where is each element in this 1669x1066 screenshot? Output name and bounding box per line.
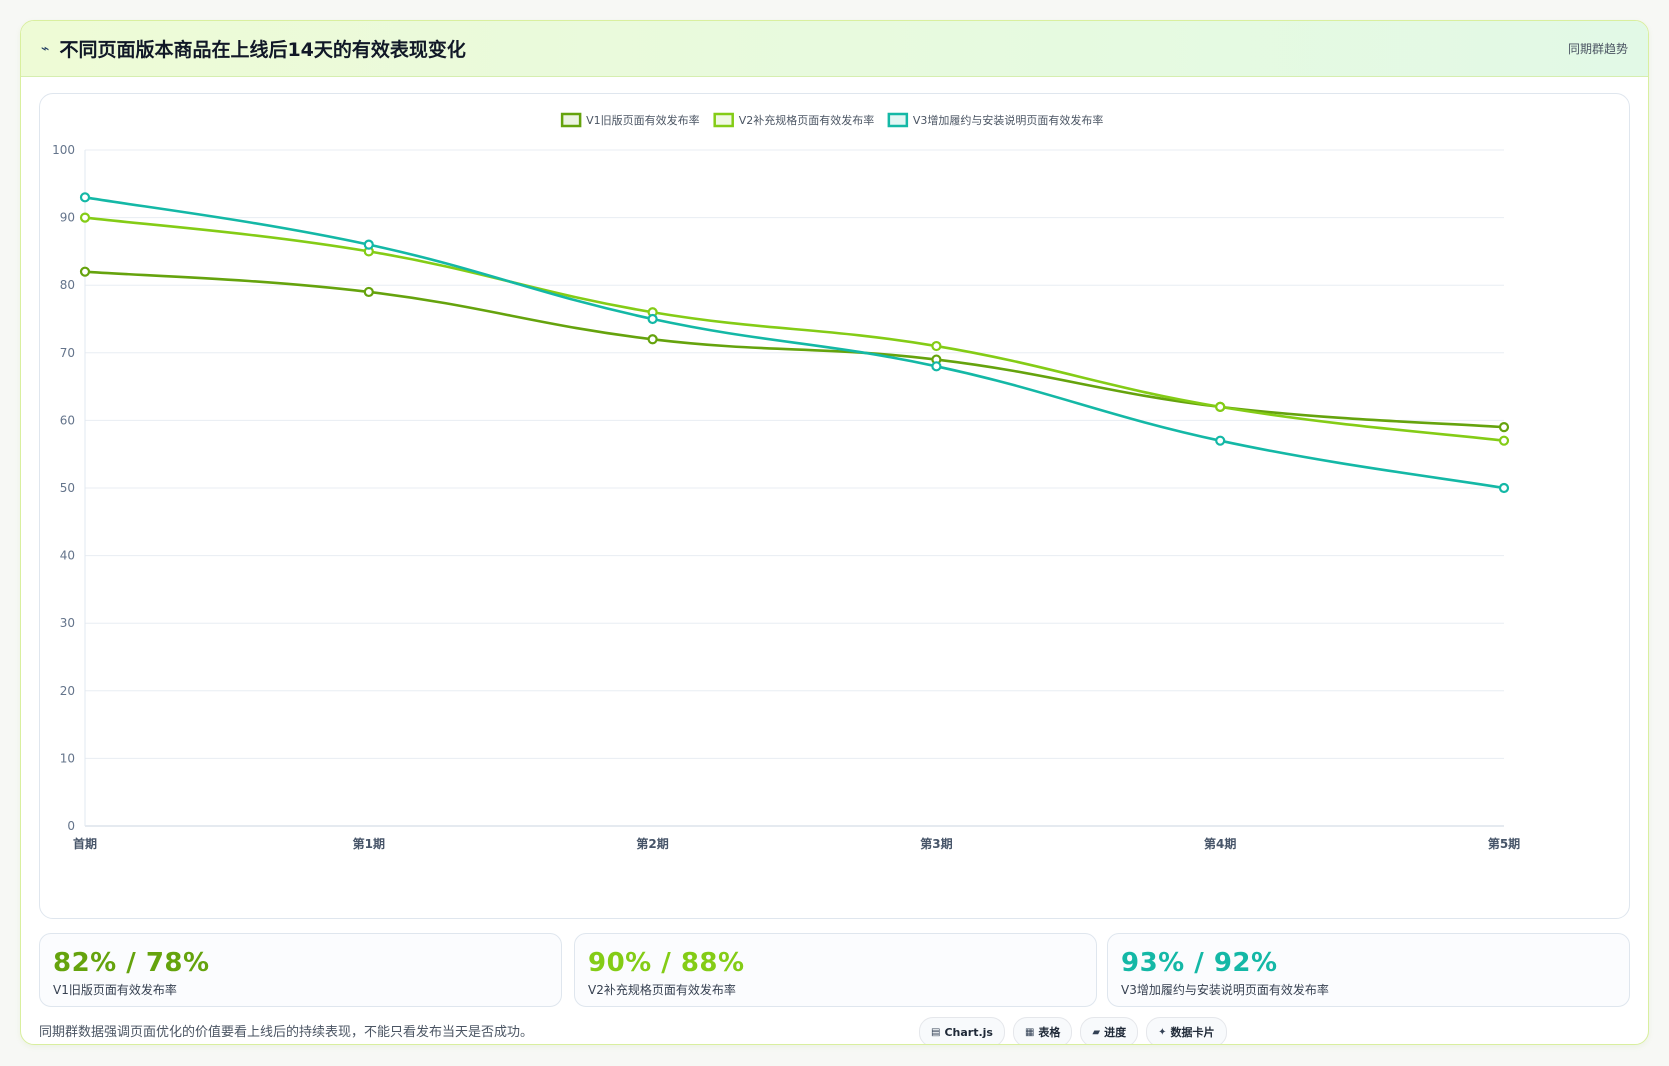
series-line-v1 <box>84 270 1505 429</box>
stat-value: 93% / 92% <box>1121 948 1278 978</box>
x-tick-label: 第1期 <box>353 836 385 851</box>
tech-tags: ▤ Chart.js ▦ 表格 ▰ 进度 ✦ 数据卡片 <box>919 1017 1227 1044</box>
legend-swatch-v1 <box>560 112 582 128</box>
chart-title: 不同页面版本商品在上线后14天的有效表现变化 <box>59 39 466 61</box>
data-point-v3 <box>931 361 942 372</box>
line-chart: 0 10 20 30 40 50 60 70 80 90 100 首期 第1期 第2期 第3期 第4期 第5期 V… <box>52 112 1520 851</box>
x-tick-label: 第2期 <box>636 836 668 851</box>
data-point-v3 <box>647 313 658 325</box>
tag-data-card[interactable]: ✦ 数据卡片 <box>1146 1017 1227 1044</box>
y-tick-label: 30 <box>60 616 75 630</box>
tag-chartjs[interactable]: ▤ Chart.js <box>919 1017 1005 1044</box>
data-point-v3 <box>1498 482 1510 494</box>
data-point-v1 <box>363 286 374 298</box>
y-tick-label: 40 <box>60 549 75 563</box>
stat-value: 82% / 78% <box>53 948 210 978</box>
stat-cards: 82% / 78% V1旧版页面有效发布率 90% / 88% V2补充规格页面… <box>39 933 1630 1007</box>
y-tick-label: 90 <box>60 211 75 225</box>
data-point-v3 <box>79 192 91 203</box>
card-header: ⌁ 不同页面版本商品在上线后14天的有效表现变化 同期群趋势 <box>21 21 1648 77</box>
tag-table[interactable]: ▦ 表格 <box>1012 1017 1073 1044</box>
data-point-v2 <box>79 212 91 223</box>
data-point-v3 <box>363 239 374 250</box>
y-tick-label: 20 <box>60 684 75 698</box>
table-icon: ▦ <box>1024 1026 1035 1038</box>
series-line-v3 <box>84 196 1505 490</box>
data-point-v1 <box>79 266 91 277</box>
y-tick-label: 70 <box>60 346 75 360</box>
stat-card-v2: 90% / 88% V2补充规格页面有效发布率 <box>574 933 1097 1007</box>
y-tick-label: 0 <box>67 819 75 833</box>
y-tick-label: 60 <box>60 413 75 427</box>
tag-progress[interactable]: ▰ 进度 <box>1080 1017 1139 1044</box>
legend-label-v1: V1旧版页面有效发布率 <box>586 113 700 127</box>
cohort-trend-badge: 同期群趋势 <box>1567 42 1628 56</box>
tag-label: 表格 <box>1038 1026 1061 1039</box>
series-line-v2 <box>84 216 1505 442</box>
x-tick-label: 第3期 <box>920 836 952 851</box>
footer-note: 同期群数据强调页面优化的价值要看上线后的持续表现，不能只看发布当天是否成功。 <box>39 1025 534 1040</box>
sparkle-icon: ✦ <box>1158 1026 1167 1038</box>
stat-label: V3增加履约与安装说明页面有效发布率 <box>1121 983 1329 997</box>
legend-label-v3: V3增加履约与安装说明页面有效发布率 <box>913 113 1104 127</box>
data-point-v1 <box>1498 422 1510 433</box>
x-tick-label: 第4期 <box>1204 836 1236 851</box>
data-point-v2 <box>1215 401 1226 412</box>
x-tick-label: 第5期 <box>1488 836 1520 851</box>
legend-swatch-v2 <box>713 112 734 128</box>
stat-label: V1旧版页面有效发布率 <box>53 983 177 997</box>
y-tick-label: 80 <box>60 278 75 292</box>
stat-label: V2补充规格页面有效发布率 <box>588 983 736 997</box>
chart-container: 0 10 20 30 40 50 60 70 80 90 100 首期 第1期 第2期 第3期 第4期 第5期 V… <box>39 93 1630 919</box>
stat-card-v3: 93% / 92% V3增加履约与安装说明页面有效发布率 <box>1107 933 1630 1007</box>
chart-icon: ▤ <box>931 1026 941 1038</box>
legend-label-v2: V2补充规格页面有效发布率 <box>739 113 875 127</box>
tag-label: Chart.js <box>944 1025 993 1039</box>
data-point-v2 <box>931 340 942 352</box>
y-tick-label: 50 <box>60 481 75 495</box>
tag-label: 数据卡片 <box>1170 1026 1215 1039</box>
y-tick-label: 100 <box>52 143 75 157</box>
stat-value: 90% / 88% <box>588 948 745 978</box>
stat-card-v1: 82% / 78% V1旧版页面有效发布率 <box>39 933 562 1007</box>
tag-label: 进度 <box>1104 1026 1127 1039</box>
data-point-v1 <box>647 334 658 345</box>
lightning-icon: ⌁ <box>41 40 50 57</box>
legend-swatch-v3 <box>887 112 909 128</box>
data-point-v3 <box>1215 435 1226 446</box>
x-tick-label: 首期 <box>73 836 97 851</box>
progress-icon: ▰ <box>1092 1026 1101 1038</box>
data-point-v2 <box>1498 435 1510 446</box>
chart-card: ⌁ 不同页面版本商品在上线后14天的有效表现变化 同期群趋势 0 10 20 30 40… <box>20 20 1649 1045</box>
y-tick-label: 10 <box>60 751 75 765</box>
